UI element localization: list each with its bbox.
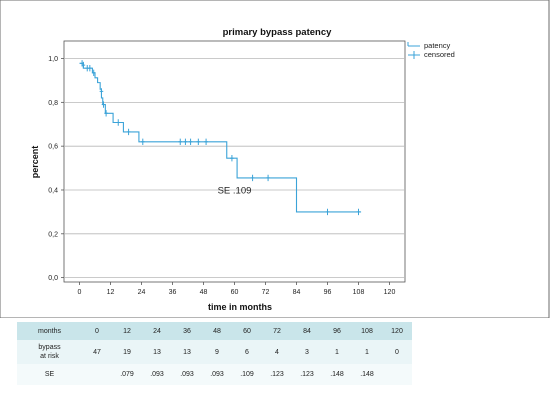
table-at-risk-cell: 9: [202, 340, 232, 364]
x-axis-title: time in months: [208, 302, 272, 312]
censored-marker: [91, 69, 96, 76]
censored-marker: [204, 138, 208, 145]
figure-frame: [0, 0, 550, 318]
table-month-cell: 96: [322, 322, 352, 340]
x-tick-label: 108: [353, 289, 365, 296]
table-se-cell: .093: [172, 364, 202, 385]
table-month-cell: 24: [142, 322, 172, 340]
y-tick-label: 1,0: [48, 56, 58, 63]
table-se-cell: .148: [352, 364, 382, 385]
censored-marker: [116, 119, 121, 126]
table-month-cell: 48: [202, 322, 232, 340]
risk-table-se-row: SE .079 .093 .093 .093 .109 .123 .123 .1…: [17, 364, 412, 385]
censored-marker: [250, 174, 255, 182]
table-month-cell: 36: [172, 322, 202, 340]
table-se-cell: [82, 364, 112, 385]
table-se-cell: .123: [262, 364, 292, 385]
y-tick-label: 0,6: [48, 144, 58, 151]
risk-table-header-row: months 0 12 24 36 48 60 72 84 96 108 120: [17, 322, 412, 340]
x-tick-label: 120: [384, 289, 396, 296]
at-risk-label-line-2: at risk: [40, 353, 59, 360]
x-tick-label: 84: [293, 289, 301, 296]
censored-marker: [230, 155, 234, 162]
y-tick-label: 0,0: [48, 275, 58, 282]
risk-table-at-risk-row: bypass at risk 47 19 13 13 9 6 4 3 1 1 0: [17, 340, 412, 364]
table-at-risk-cell: 13: [142, 340, 172, 364]
table-at-risk-cell: 1: [322, 340, 352, 364]
y-tick-label: 0,2: [48, 231, 58, 238]
risk-table: months 0 12 24 36 48 60 72 84 96 108 120…: [17, 322, 412, 385]
table-month-cell: 120: [382, 322, 412, 340]
y-tick-label: 0,4: [48, 187, 58, 194]
censored-marker: [101, 101, 106, 108]
table-at-risk-cell: 3: [292, 340, 322, 364]
grid-layer: [64, 58, 405, 279]
censored-marker: [104, 110, 108, 117]
table-at-risk-cell: 0: [382, 340, 412, 364]
table-at-risk-cell: 4: [262, 340, 292, 364]
table-at-risk-cell: 6: [232, 340, 262, 364]
censored-marker: [140, 138, 145, 145]
chart-figure: 0,0 0,2 0,4 0,6 0,8 1,0 0 12 24 36 48 60 72 84 96 108 12…: [0, 0, 550, 318]
table-se-cell: .093: [202, 364, 232, 385]
censored-marker: [88, 64, 92, 72]
table-at-risk-cell: 13: [172, 340, 202, 364]
censored-marker: [188, 138, 193, 145]
table-se-cell: .093: [142, 364, 172, 385]
table-month-cell: 84: [292, 322, 322, 340]
x-tick-label: 0: [78, 289, 82, 296]
censored-marker: [196, 138, 201, 145]
table-header-label: months: [17, 322, 82, 340]
x-tick-label: 72: [262, 289, 270, 296]
table-se-label: SE: [17, 364, 82, 385]
se-annotation: SE .109: [218, 185, 252, 196]
table-se-cell: .148: [322, 364, 352, 385]
y-tick-label: 0,8: [48, 100, 58, 107]
at-risk-label-line-1: bypass: [38, 344, 61, 351]
table-month-cell: 0: [82, 322, 112, 340]
x-tick-label: 96: [324, 289, 332, 296]
x-tick-label: 48: [200, 289, 208, 296]
censored-marker: [266, 174, 270, 182]
table-month-cell: 72: [262, 322, 292, 340]
table-se-cell: .123: [292, 364, 322, 385]
table-se-cell: .109: [232, 364, 262, 385]
x-tick-label: 24: [138, 289, 146, 296]
table-at-risk-cell: 47: [82, 340, 112, 364]
legend-label-censored: censored: [424, 50, 455, 59]
table-month-cell: 108: [352, 322, 382, 340]
table-month-cell: 12: [112, 322, 142, 340]
censored-marker: [325, 208, 330, 216]
legend: patency censored: [407, 41, 455, 59]
table-month-cell: 60: [232, 322, 262, 340]
censored-marker: [99, 88, 104, 95]
legend-label-patency: patency: [424, 41, 451, 50]
table-se-cell: [382, 364, 412, 385]
x-tick-label: 36: [169, 289, 177, 296]
table-se-cell: .079: [112, 364, 142, 385]
tick-layer: 0,0 0,2 0,4 0,6 0,8 1,0 0 12 24 36 48 60 72 84 96 108 12…: [48, 56, 395, 296]
censored-marker: [81, 61, 86, 69]
censored-marker: [178, 138, 183, 145]
y-axis-title: percent: [30, 146, 40, 179]
marker-layer: [80, 60, 361, 216]
x-tick-label: 60: [231, 289, 239, 296]
chart-svg: 0,0 0,2 0,4 0,6 0,8 1,0 0 12 24 36 48 60 72 84 96 108 12…: [0, 0, 550, 318]
table-at-risk-label: bypass at risk: [17, 340, 82, 364]
x-tick-label: 12: [107, 289, 115, 296]
censored-marker: [126, 128, 131, 136]
plot-frame: [63, 40, 406, 283]
censored-marker: [183, 138, 188, 145]
censored-marker: [356, 208, 361, 216]
chart-title: primary bypass patency: [223, 27, 332, 38]
table-at-risk-cell: 19: [112, 340, 142, 364]
table-at-risk-cell: 1: [352, 340, 382, 364]
